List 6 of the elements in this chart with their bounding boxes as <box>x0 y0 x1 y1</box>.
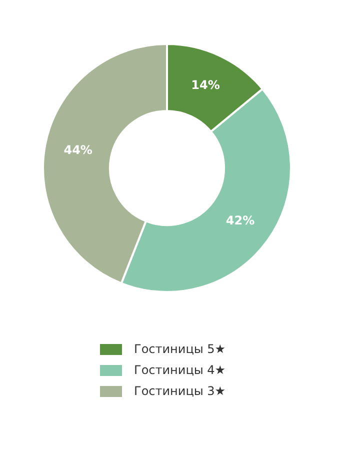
data-label: 14% <box>191 78 220 92</box>
data-label: 42% <box>226 213 255 228</box>
data-label: 44% <box>64 143 92 158</box>
legend-label: Гостиницы 5★ <box>134 342 226 356</box>
legend-label: Гостиницы 3★ <box>134 384 226 398</box>
legend-label: Гостиницы 4★ <box>134 363 226 377</box>
